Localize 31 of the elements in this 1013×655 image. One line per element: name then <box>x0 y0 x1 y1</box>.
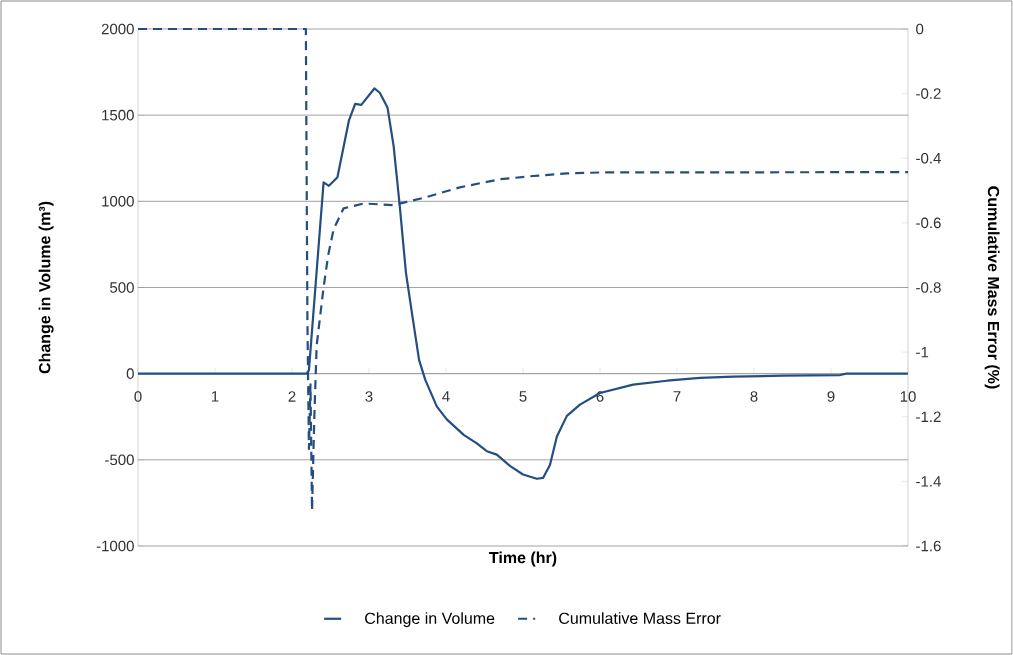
y-tick-label: -1000 <box>96 540 134 552</box>
y2-axis-title: Cumulative Mass Error (%) <box>984 186 1000 389</box>
y-tick-label: 1000 <box>102 196 134 207</box>
x-tick-label: 5 <box>519 391 527 402</box>
y2-tick-label: -1.2 <box>916 411 941 422</box>
y2-tick-label: -0.2 <box>916 88 941 99</box>
x-tick-label: 10 <box>900 391 916 402</box>
y-tick-label: 1500 <box>102 109 134 121</box>
y-tick-label: 500 <box>110 282 134 293</box>
x-tick-label: 3 <box>365 391 373 402</box>
y2-tick-label: -0.8 <box>916 282 941 293</box>
legend-label: Change in Volume <box>365 612 495 628</box>
x-tick-label: 0 <box>134 391 142 402</box>
y2-tick-label: -1.4 <box>916 476 941 487</box>
y2-tick-label: -1.6 <box>916 540 941 552</box>
y2-tick-label: -0.6 <box>916 217 941 229</box>
y2-tick-label: -1 <box>916 346 929 358</box>
x-tick-label: 8 <box>750 391 758 402</box>
x-tick-label: 4 <box>442 391 450 402</box>
y2-tick-label: 0 <box>916 23 924 35</box>
legend-label: Cumulative Mass Error <box>559 612 721 624</box>
x-tick-label: 1 <box>211 391 219 402</box>
y2-tick-label: -0.4 <box>916 152 941 164</box>
y-tick-label: -500 <box>105 454 134 466</box>
x-axis-title: Time (hr) <box>489 551 557 567</box>
x-tick-label: 9 <box>827 391 835 402</box>
y-tick-label: 0 <box>126 368 134 379</box>
y-axis-title: Change in Volume (m³) <box>38 201 54 374</box>
x-tick-label: 7 <box>673 391 681 402</box>
y-tick-label: 2000 <box>101 23 134 35</box>
x-tick-label: 2 <box>288 391 296 402</box>
